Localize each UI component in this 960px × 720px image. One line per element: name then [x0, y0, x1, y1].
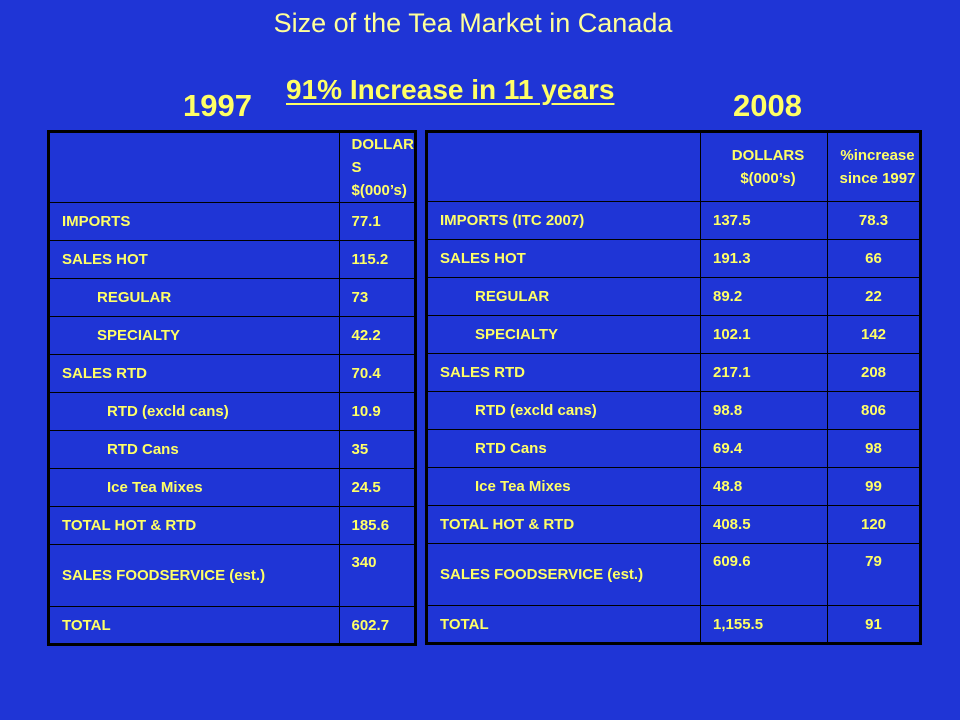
- row-increase: 91: [827, 605, 921, 644]
- row-dollars: 48.8: [700, 467, 828, 506]
- row-label: TOTAL HOT & RTD: [426, 505, 701, 544]
- row-dollars: 73: [338, 278, 416, 317]
- header-cell-label: [48, 131, 340, 203]
- row-increase: 99: [827, 467, 921, 506]
- row-increase: 98: [827, 429, 921, 468]
- row-label: Ice Tea Mixes: [426, 467, 701, 506]
- row-dollars: 10.9: [338, 392, 416, 431]
- row-label: Ice Tea Mixes: [48, 468, 340, 507]
- table-row: IMPORTS 77.1: [48, 202, 416, 241]
- table-2008: DOLLARS $(000’s) %increase since 1997 IM…: [425, 130, 922, 645]
- table-row: SALES RTD 217.1 208: [426, 353, 921, 392]
- row-dollars: 137.5: [700, 201, 828, 240]
- slide-title: Size of the Tea Market in Canada: [273, 8, 673, 38]
- table-header-row: DOLLARS $(000’s) %increase since 1997: [426, 131, 921, 202]
- table-1997: DOLLAR S $(000’s) IMPORTS 77.1 SALES HOT…: [47, 130, 417, 646]
- slide-subtitle: 91% Increase in 11 years: [286, 74, 615, 105]
- table-row: TOTAL 1,155.5 91: [426, 605, 921, 644]
- row-dollars: 602.7: [338, 606, 416, 645]
- row-increase: 66: [827, 239, 921, 278]
- row-dollars: 70.4: [338, 354, 416, 393]
- table-row: REGULAR 73: [48, 278, 416, 317]
- row-dollars: 89.2: [700, 277, 828, 316]
- table-row: RTD (excld cans) 10.9: [48, 392, 416, 431]
- table-row: RTD Cans 35: [48, 430, 416, 469]
- table-row: SALES HOT 191.3 66: [426, 239, 921, 278]
- row-increase: 208: [827, 353, 921, 392]
- row-label: TOTAL: [48, 606, 340, 645]
- row-label: RTD Cans: [426, 429, 701, 468]
- row-label: SALES RTD: [426, 353, 701, 392]
- row-dollars: 115.2: [338, 240, 416, 279]
- row-increase: 120: [827, 505, 921, 544]
- row-label: RTD Cans: [48, 430, 340, 469]
- row-label: REGULAR: [426, 277, 701, 316]
- table-row: TOTAL 602.7: [48, 606, 416, 645]
- row-dollars: 185.6: [338, 506, 416, 545]
- table-row: REGULAR 89.2 22: [426, 277, 921, 316]
- row-label: SALES HOT: [48, 240, 340, 279]
- header-cell-increase: %increase since 1997: [827, 131, 921, 202]
- table-row: TOTAL HOT & RTD 408.5 120: [426, 505, 921, 544]
- table-row: SALES FOODSERVICE (est.) 340: [48, 544, 416, 607]
- row-label: SALES HOT: [426, 239, 701, 278]
- row-dollars: 102.1: [700, 315, 828, 354]
- row-dollars: 69.4: [700, 429, 828, 468]
- table-row: SALES HOT 115.2: [48, 240, 416, 279]
- row-label: SALES RTD: [48, 354, 340, 393]
- header-cell-label: [426, 131, 701, 202]
- table-row: SPECIALTY 42.2: [48, 316, 416, 355]
- table-row: Ice Tea Mixes 48.8 99: [426, 467, 921, 506]
- table-row: SALES RTD 70.4: [48, 354, 416, 393]
- row-increase: 78.3: [827, 201, 921, 240]
- table-row: SPECIALTY 102.1 142: [426, 315, 921, 354]
- row-dollars: 24.5: [338, 468, 416, 507]
- row-dollars: 217.1: [700, 353, 828, 392]
- row-dollars: 191.3: [700, 239, 828, 278]
- table-row: Ice Tea Mixes 24.5: [48, 468, 416, 507]
- row-label: SPECIALTY: [426, 315, 701, 354]
- row-dollars: 408.5: [700, 505, 828, 544]
- row-increase: 142: [827, 315, 921, 354]
- row-dollars: 1,155.5: [700, 605, 828, 644]
- row-label: SPECIALTY: [48, 316, 340, 355]
- row-increase: 806: [827, 391, 921, 430]
- row-label: RTD (excld cans): [426, 391, 701, 430]
- row-label: REGULAR: [48, 278, 340, 317]
- row-label: IMPORTS: [48, 202, 340, 241]
- table-row: RTD Cans 69.4 98: [426, 429, 921, 468]
- row-label: SALES FOODSERVICE (est.): [48, 544, 340, 607]
- row-dollars: 609.6: [700, 543, 828, 606]
- table-row: IMPORTS (ITC 2007) 137.5 78.3: [426, 201, 921, 240]
- row-label: IMPORTS (ITC 2007): [426, 201, 701, 240]
- table-header-row: DOLLAR S $(000’s): [48, 131, 416, 203]
- row-dollars: 98.8: [700, 391, 828, 430]
- row-label: TOTAL: [426, 605, 701, 644]
- row-dollars: 77.1: [338, 202, 416, 241]
- year-label-1997: 1997: [183, 88, 252, 123]
- row-label: TOTAL HOT & RTD: [48, 506, 340, 545]
- row-label: SALES FOODSERVICE (est.): [426, 543, 701, 606]
- row-dollars: 340: [338, 544, 416, 607]
- row-dollars: 42.2: [338, 316, 416, 355]
- row-increase: 79: [827, 543, 921, 606]
- year-label-2008: 2008: [733, 88, 802, 123]
- row-label: RTD (excld cans): [48, 392, 340, 431]
- header-cell-dollars: DOLLAR S $(000’s): [338, 131, 416, 203]
- header-cell-dollars: DOLLARS $(000’s): [700, 131, 828, 202]
- row-dollars: 35: [338, 430, 416, 469]
- table-row: TOTAL HOT & RTD 185.6: [48, 506, 416, 545]
- table-row: SALES FOODSERVICE (est.) 609.6 79: [426, 543, 921, 606]
- table-row: RTD (excld cans) 98.8 806: [426, 391, 921, 430]
- row-increase: 22: [827, 277, 921, 316]
